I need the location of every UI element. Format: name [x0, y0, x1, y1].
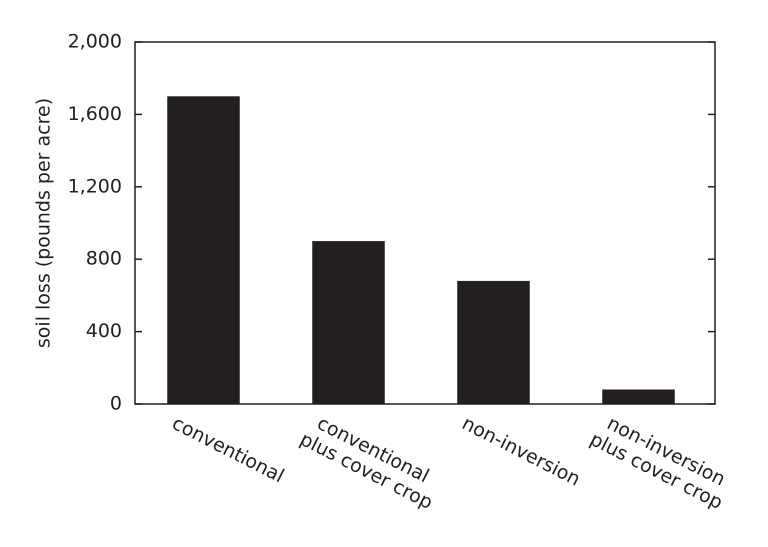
y-tick-label: 1,200: [68, 175, 122, 197]
bar: [602, 389, 675, 404]
y-tick-label: 400: [86, 320, 122, 342]
bar: [457, 280, 530, 404]
y-axis-label: soil loss (pounds per acre): [33, 98, 55, 348]
y-tick-label: 1,600: [68, 103, 122, 125]
x-tick-label: non-inversionplus cover crop: [587, 408, 737, 513]
bar: [167, 96, 240, 405]
x-tick-label: non-inversion: [459, 412, 584, 490]
y-tick-label: 2,000: [68, 31, 122, 53]
y-tick-label: 800: [86, 248, 122, 270]
x-tick-label-line: non-inversion: [459, 412, 584, 490]
plot-frame: [134, 41, 716, 405]
x-tick-label: conventional: [169, 412, 288, 487]
bar: [312, 241, 385, 404]
x-tick-label-line: conventional: [169, 412, 288, 487]
y-tick-label: 0: [110, 393, 122, 415]
x-tick-label: conventionalplus cover crop: [297, 408, 447, 513]
